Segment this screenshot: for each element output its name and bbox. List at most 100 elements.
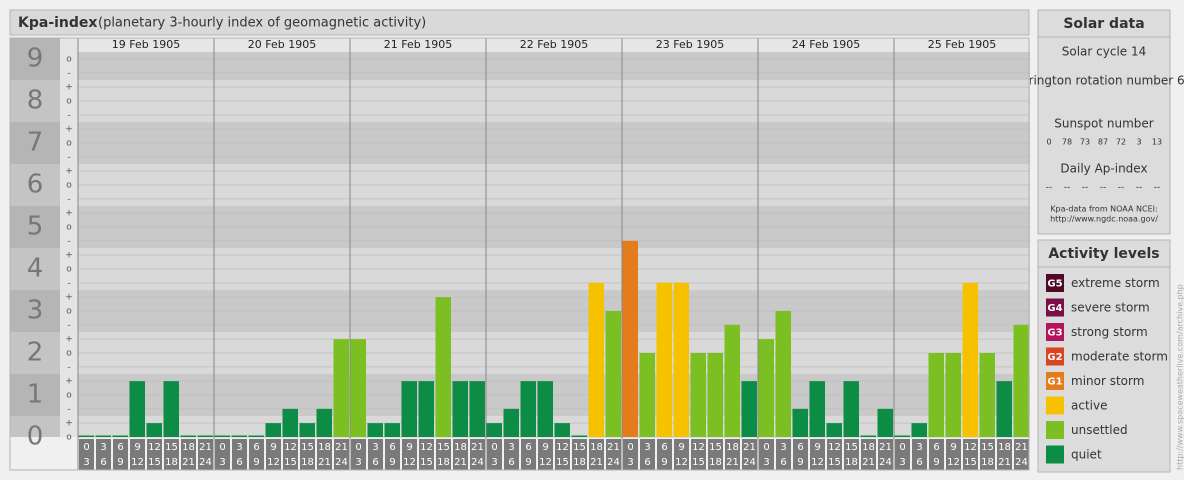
level-badge: G5: [1047, 279, 1062, 290]
interval-box: [555, 439, 570, 470]
interval-end: 12: [131, 457, 144, 468]
ap-value: --: [1082, 183, 1089, 193]
interval-box: [266, 439, 281, 470]
interval-box: [997, 439, 1012, 470]
level-swatch: [1046, 274, 1064, 292]
interval-end: 18: [301, 457, 314, 468]
interval-start: 15: [573, 442, 586, 453]
interval-end: 18: [573, 457, 586, 468]
axis-band: [10, 122, 60, 164]
y-tick-label: 2: [27, 338, 44, 368]
interval-end: 21: [862, 457, 875, 468]
interval-box: [538, 439, 553, 470]
level-badge: G3: [1047, 328, 1062, 339]
chart-title: Kpa-index: [18, 15, 97, 31]
interval-end: 3: [491, 457, 497, 468]
interval-start: 9: [814, 442, 820, 453]
interval-box: [113, 439, 128, 470]
bar: [843, 381, 859, 437]
interval-end: 18: [709, 457, 722, 468]
interval-end: 9: [797, 457, 803, 468]
source: Kpa-data from NOAA NCEI:: [1050, 205, 1157, 214]
bar: [469, 381, 485, 437]
minor-tick-label: o: [66, 181, 72, 191]
minor-tick-label: -: [67, 320, 70, 330]
level-label: unsettled: [1071, 423, 1128, 437]
interval-box: [130, 439, 145, 470]
y-tick-label: 1: [27, 380, 44, 410]
interval-box: [487, 439, 502, 470]
interval-box: [181, 439, 196, 470]
minor-tick-label: o: [66, 97, 72, 107]
interval-box: [572, 439, 587, 470]
interval-box: [691, 439, 706, 470]
bar: [792, 408, 808, 437]
interval-box: [232, 439, 247, 470]
ap-value: --: [1046, 183, 1053, 193]
interval-start: 21: [199, 442, 212, 453]
bar: [639, 353, 655, 437]
bar: [979, 353, 995, 437]
level-badge: G1: [1047, 377, 1062, 388]
interval-end: 24: [1015, 457, 1028, 468]
interval-start: 0: [355, 442, 361, 453]
y-tick-label: 7: [27, 128, 44, 158]
bar: [928, 353, 944, 437]
level-label: strong storm: [1071, 325, 1148, 339]
minor-tick-label: -: [67, 110, 70, 120]
interval-end: 9: [525, 457, 531, 468]
interval-start: 0: [899, 442, 905, 453]
interval-box: [402, 439, 417, 470]
interval-start: 6: [661, 442, 667, 453]
interval-start: 12: [420, 442, 433, 453]
interval-end: 24: [607, 457, 620, 468]
interval-box: [385, 439, 400, 470]
interval-box: [198, 439, 213, 470]
bar: [367, 423, 383, 437]
minor-tick-label: +: [65, 83, 73, 93]
interval-box: [436, 439, 451, 470]
y-tick-label: 3: [27, 296, 44, 326]
level-swatch: [1046, 347, 1064, 366]
bar: [452, 381, 468, 437]
interval-box: [929, 439, 944, 470]
minor-tick-label: o: [66, 265, 72, 275]
day-header: [78, 38, 1030, 52]
day-label: 19 Feb 1905: [112, 38, 180, 51]
bar: [435, 297, 451, 437]
interval-start: 9: [678, 442, 684, 453]
interval-start: 3: [100, 442, 106, 453]
solar-title: Solar data: [1063, 16, 1144, 32]
interval-start: 9: [406, 442, 412, 453]
interval-box: [725, 439, 740, 470]
sunspot-title: Sunspot number: [1054, 117, 1153, 131]
sunspot-value: 0: [1046, 138, 1051, 147]
bar: [486, 423, 502, 437]
bar: [707, 353, 723, 437]
bar: [129, 381, 145, 437]
solar-cycle: Solar cycle 14: [1062, 45, 1147, 59]
interval-box: [946, 439, 961, 470]
interval-box: [79, 439, 94, 470]
interval-start: 15: [165, 442, 178, 453]
interval-end: 21: [454, 457, 467, 468]
axis-band: [10, 290, 60, 332]
interval-end: 21: [590, 457, 603, 468]
minor-tick-label: +: [65, 377, 73, 387]
bar: [860, 435, 876, 437]
interval-box: [623, 439, 638, 470]
interval-start: 12: [964, 442, 977, 453]
interval-start: 12: [556, 442, 569, 453]
interval-end: 15: [828, 457, 841, 468]
levels-title: Activity levels: [1048, 246, 1159, 262]
interval-start: 12: [284, 442, 297, 453]
title-bar: [9, 9, 1030, 36]
interval-start: 6: [797, 442, 803, 453]
interval-box: [470, 439, 485, 470]
interval-end: 12: [947, 457, 960, 468]
minor-tick-label: -: [67, 194, 70, 204]
level-label: severe storm: [1071, 301, 1150, 315]
interval-start: 3: [644, 442, 650, 453]
axis-band: [10, 80, 60, 122]
bar: [384, 423, 400, 437]
